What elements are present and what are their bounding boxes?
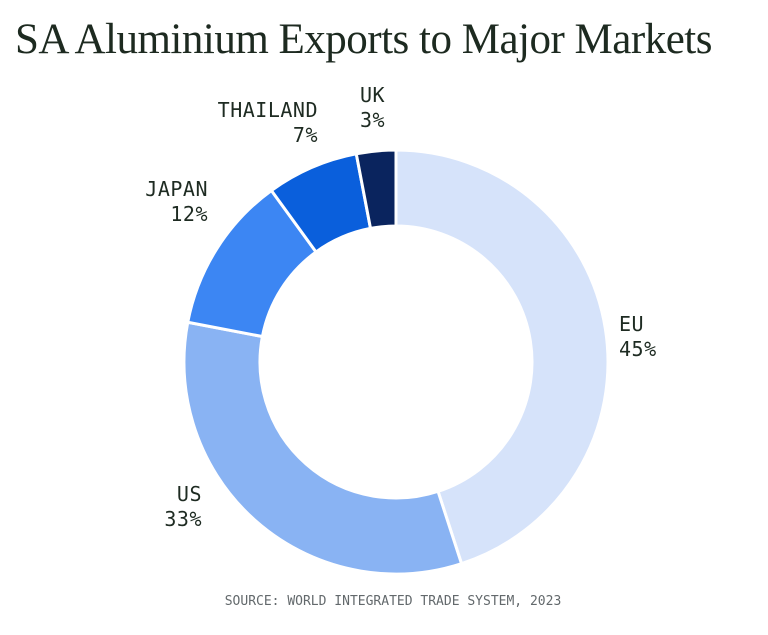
slice-label-eu-value: 45% bbox=[619, 337, 657, 361]
donut-segment-eu[interactable] bbox=[394, 148, 610, 566]
slice-label-thailand: THAILAND 7% bbox=[218, 98, 318, 148]
slice-label-uk: UK 3% bbox=[360, 83, 385, 133]
slice-label-japan: JAPAN 12% bbox=[145, 177, 208, 227]
slice-label-us-name: US bbox=[176, 482, 202, 506]
slice-label-us: US 33% bbox=[164, 482, 202, 532]
slice-label-uk-value: 3% bbox=[360, 108, 386, 132]
chart-source: SOURCE: WORLD INTEGRATED TRADE SYSTEM, 2… bbox=[224, 594, 562, 609]
slice-label-thailand-value: 7% bbox=[292, 123, 318, 147]
slice-label-thailand-name: THAILAND bbox=[217, 98, 318, 122]
donut-segment-us[interactable] bbox=[182, 320, 464, 576]
slice-label-eu-name: EU bbox=[619, 312, 645, 336]
slice-label-japan-name: JAPAN bbox=[145, 177, 208, 201]
slice-label-japan-value: 12% bbox=[170, 202, 208, 226]
slice-label-us-value: 33% bbox=[164, 507, 202, 531]
slice-label-uk-name: UK bbox=[360, 83, 386, 107]
chart-title: SA Aluminium Exports to Major Markets bbox=[15, 16, 712, 63]
donut-segment-uk[interactable] bbox=[354, 148, 398, 230]
slice-label-eu: EU 45% bbox=[619, 312, 657, 362]
